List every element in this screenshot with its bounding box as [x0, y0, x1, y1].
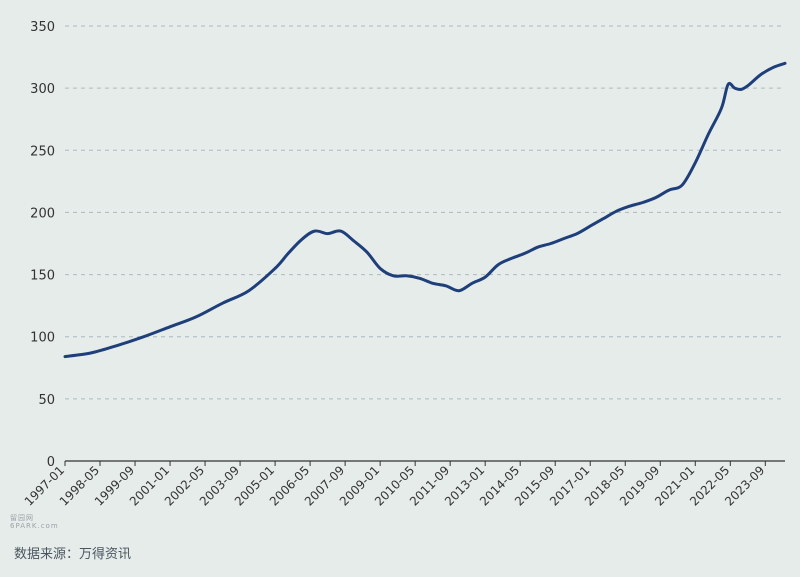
y-tick-label-250: 250: [30, 144, 55, 159]
y-tick-label-0: 0: [47, 455, 55, 470]
series-line-0: [63, 61, 787, 359]
y-axis-ticks: 0 50 100 150 200 250 300 350: [30, 20, 55, 470]
y-tick-label-350: 350: [30, 20, 55, 35]
y-tick-label-300: 300: [30, 82, 55, 97]
gridlines: [65, 25, 785, 400]
y-tick-label-150: 150: [30, 269, 55, 284]
y-tick-label-100: 100: [30, 331, 55, 346]
y-tick-label-200: 200: [30, 206, 55, 221]
x-axis: 1997-011998-051999-092001-012002-052003-…: [22, 460, 785, 509]
watermark-logo: 留园网 6PARK.com: [10, 514, 59, 530]
source-note: 数据来源：万得资讯: [14, 547, 132, 562]
y-tick-label-50: 50: [38, 393, 55, 408]
series-group: [63, 61, 787, 359]
